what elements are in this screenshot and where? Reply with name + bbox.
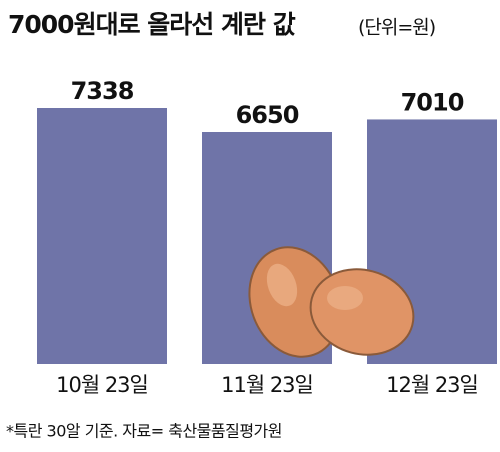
- value-label: 7010: [401, 88, 464, 116]
- x-tick-label: 10월 23일: [56, 373, 148, 397]
- egg-illustration: [248, 246, 415, 358]
- value-label: 7338: [71, 77, 134, 105]
- x-tick-label: 12월 23일: [386, 373, 478, 397]
- footnote: *특란 30알 기준. 자료= 축산물품질평가원: [6, 422, 282, 441]
- chart-title: 7000원대로 올라선 계란 값: [8, 10, 296, 39]
- x-tick-label: 11월 23일: [221, 373, 313, 397]
- chart-subtitle: (단위=원): [358, 17, 435, 39]
- value-label: 6650: [236, 101, 299, 129]
- bar: [37, 108, 167, 364]
